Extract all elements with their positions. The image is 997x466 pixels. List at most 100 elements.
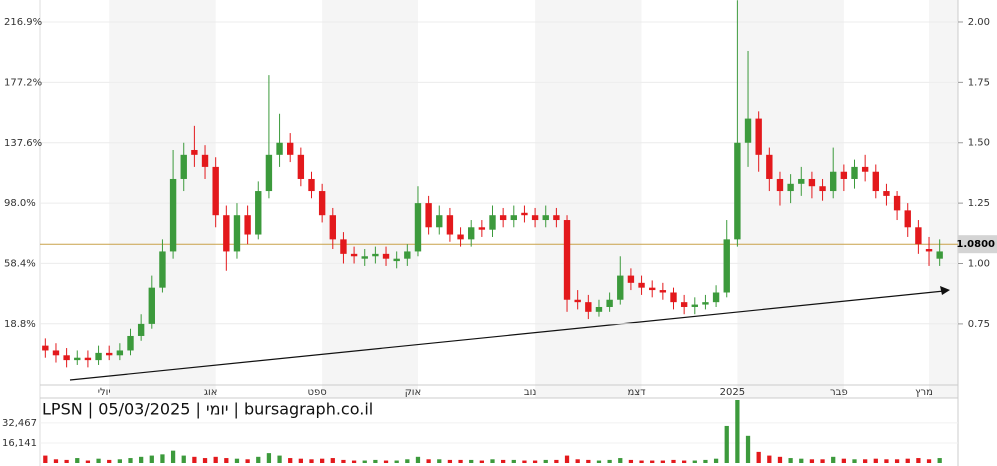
candle-body [159,251,166,288]
x-tick-label: מרץ [915,387,933,398]
y-tick-label: 137.6% [4,138,42,149]
candle-body [84,357,92,361]
candle-body [585,302,592,312]
volume-bar [373,459,378,463]
volume-bar [192,456,197,463]
volume-bar [586,459,591,463]
candle-body [255,191,262,235]
trend-arrow [940,286,950,295]
volume-bar [234,458,240,463]
volume-bar [266,453,272,463]
x-tick-label: יולי [98,387,111,398]
candle-body [287,142,294,155]
candle-body [212,166,219,216]
volume-bar [426,459,431,463]
volume-bar [926,459,932,463]
x-tick-label: נוב [524,387,537,398]
candle-body [478,227,486,230]
candle-body [116,350,124,356]
candle-body [872,171,879,192]
volume-bar [330,458,335,463]
candle-body [776,178,784,192]
volume-bar [863,459,868,463]
candle-body [265,154,273,192]
candle-body [861,166,869,172]
price-label-box [958,235,997,254]
y-tick-label: 32,467 [2,418,37,429]
y2-tick-label: 0.75 [968,319,990,330]
candle-body [137,323,145,336]
candle-body [233,215,241,252]
candle-body [691,304,698,307]
month-band [929,0,958,398]
volume-bar [543,459,548,463]
candle-body [680,302,688,307]
volume-bar [596,460,602,463]
y-tick-label: 16,141 [2,438,37,449]
candle-body [436,215,443,228]
candle-body [468,227,475,240]
volume-bar [245,459,250,463]
price-label: 1.0800 [956,239,995,250]
volume-bar [692,460,697,463]
candle-body [830,171,837,192]
candle-body [340,239,347,254]
x-tick-label: אוג [204,387,218,398]
candle-body [893,195,901,211]
candle-body [372,253,379,257]
candle-body [606,299,613,307]
volume-bar [799,458,804,463]
volume-bar [841,458,846,463]
volume-bar [170,450,176,463]
volume-bar [575,459,580,463]
candle-body [702,302,709,305]
volume-bar [117,459,122,463]
volume-bar [383,460,389,463]
candle-body [563,220,571,300]
volume-bar [905,458,910,463]
volume-bar [777,456,783,463]
candle-body [659,290,667,293]
volume-bar [351,460,357,463]
y2-tick-label: 1.50 [968,138,990,149]
x-tick-label: דצמ [627,387,646,398]
volume-bar [713,458,719,463]
y2-tick-label: 2.00 [968,17,990,28]
candle-body [361,256,368,259]
volume-bar [139,456,144,463]
y-tick-label: 18.8% [4,319,36,330]
volume-bar [277,455,282,463]
candle-body [276,142,283,155]
volume-bar [554,459,559,463]
candle-body [425,203,432,228]
volume-bar [703,459,708,463]
candle-body [531,215,539,221]
volume-bar [618,458,623,463]
volume-bar [671,459,676,463]
candle-body [638,282,645,288]
volume-bar [745,435,751,463]
candle-body [574,299,581,303]
volume-bar [469,459,474,463]
candle-body [404,251,411,259]
volume-bar [181,455,186,463]
candle-body [191,149,198,155]
candle-body [542,215,549,221]
volume-bar [53,459,59,463]
month-band [109,0,216,398]
candle-body [819,186,826,192]
volume-bar [650,460,655,463]
month-band [535,0,642,398]
volume-bar [522,460,527,463]
candle-body [734,142,741,240]
candle-body [329,215,336,240]
candle-body [393,258,400,262]
candle-body [127,335,134,351]
volume-bar [298,458,303,463]
volume-bar [202,458,208,463]
candle-body [499,215,507,221]
candle-body [52,350,60,356]
candle-body [744,118,752,143]
x-tick-label: ספט [308,387,327,398]
volume-bar [160,454,165,463]
